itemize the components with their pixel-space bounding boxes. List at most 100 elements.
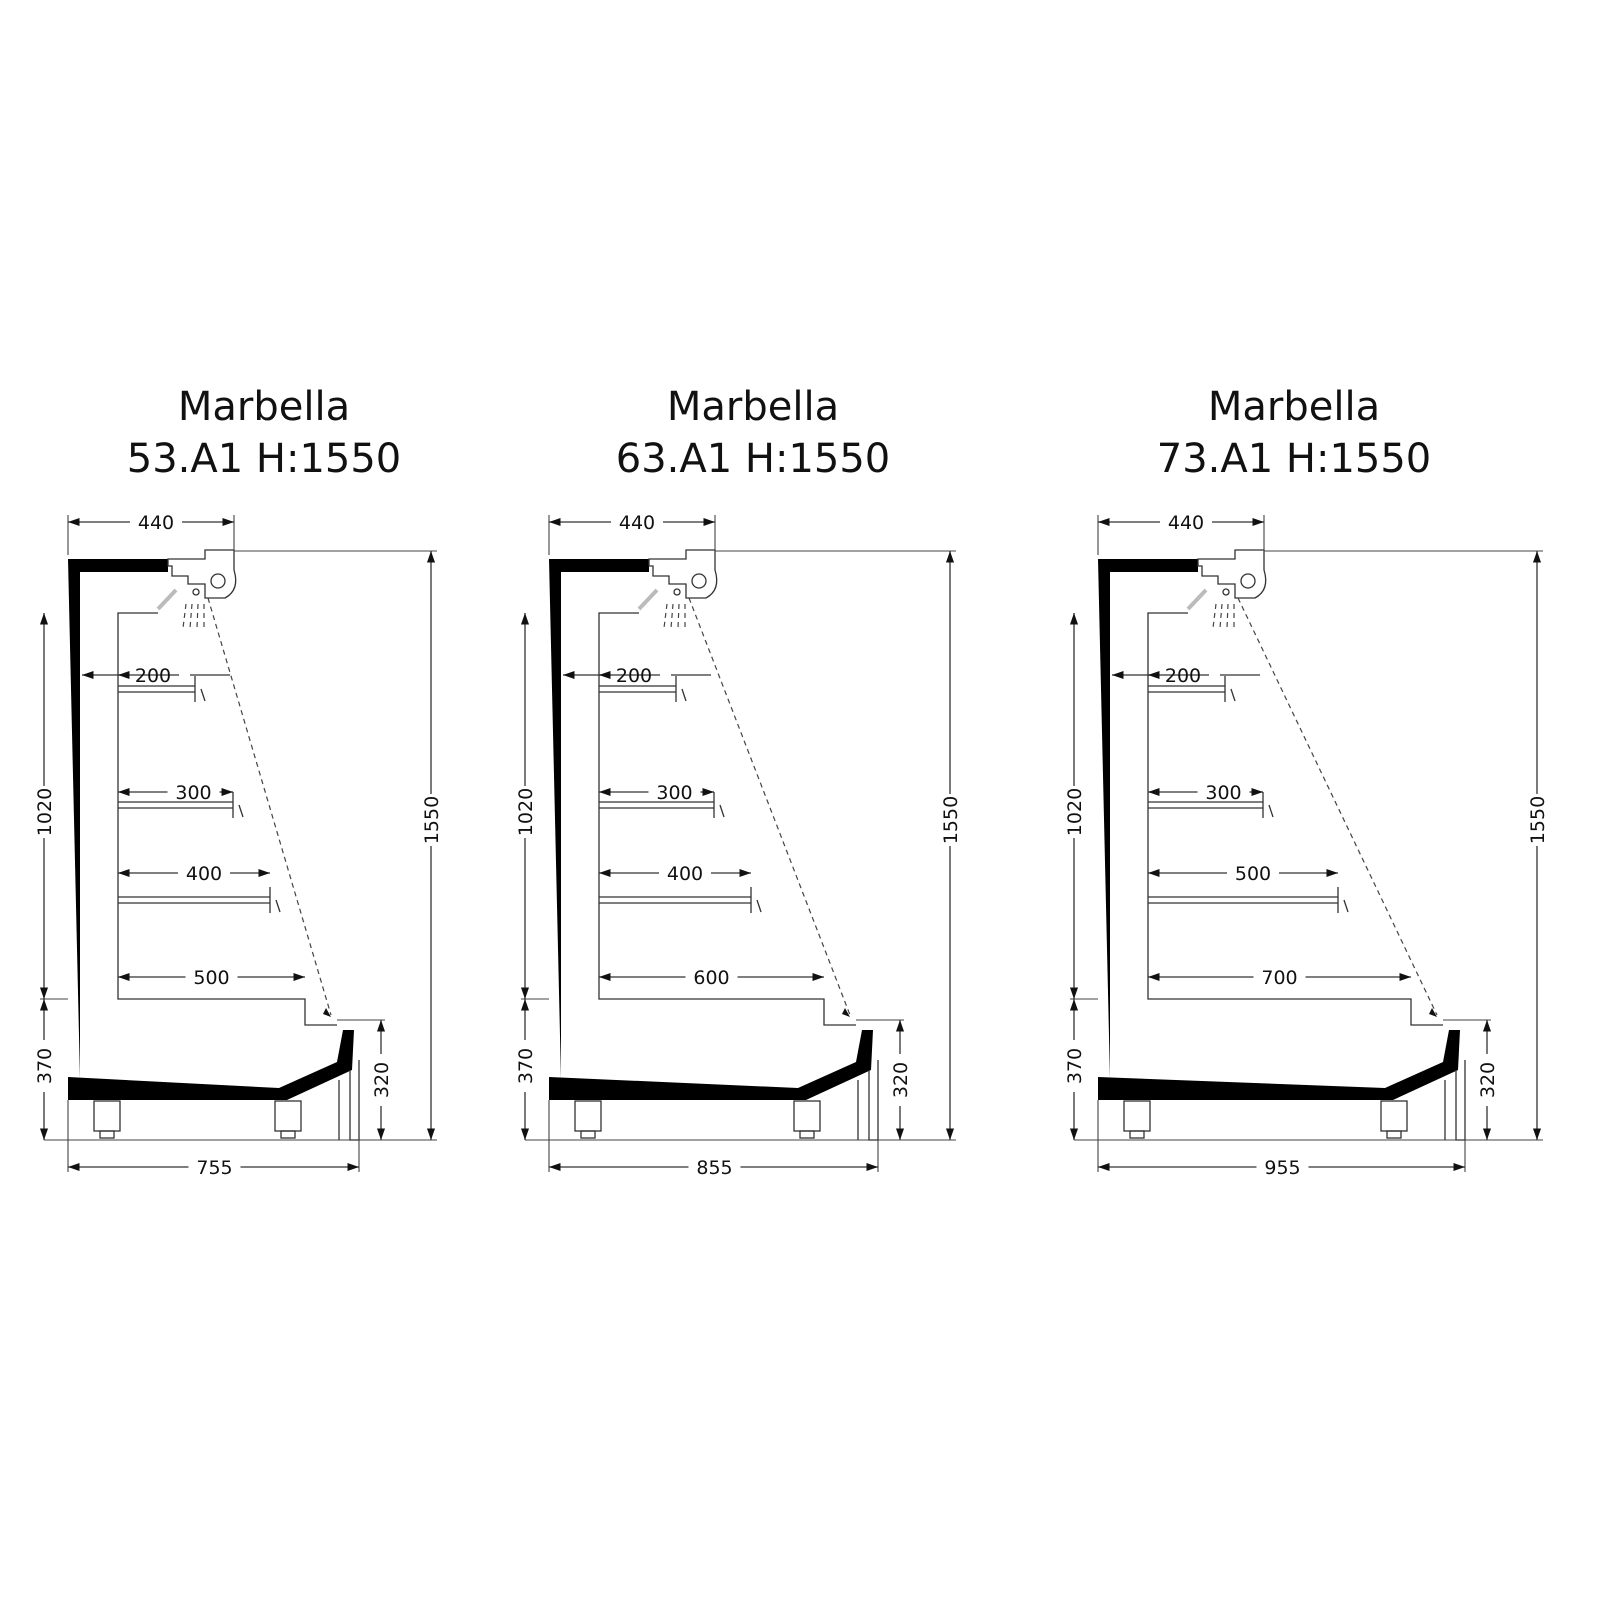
drawing-1: Marbella 53.A1 H:1550 200 300 400 500 440 1550 1…: [34, 384, 443, 1179]
dim-top-width-label: 440: [619, 512, 655, 534]
price-rail: [675, 676, 687, 702]
light-icon: [1222, 588, 1230, 596]
light-ray: [1219, 603, 1223, 629]
dim-shelf-2-label: 300: [175, 782, 211, 804]
price-rail: [194, 676, 206, 702]
price-rail: [1337, 887, 1349, 913]
canopy-unit: [648, 549, 718, 599]
dim-upper-height-label: 1020: [1064, 788, 1086, 836]
dim-lower-height-label: 370: [1064, 1048, 1086, 1084]
dim-front-height-label: 320: [1477, 1062, 1499, 1098]
dim-shelf-2-label: 300: [1205, 782, 1241, 804]
dim-shelf-4-label: 500: [193, 967, 229, 989]
back-wall: [549, 559, 649, 1079]
base-tub: [68, 1030, 354, 1100]
front-plinth: [857, 1060, 879, 1141]
light-icon: [673, 588, 681, 596]
dim-lower-height-label: 370: [515, 1048, 537, 1084]
air-curtain-line: [1237, 597, 1438, 1016]
price-rail: [750, 887, 762, 913]
lamp-beam: [637, 588, 659, 611]
price-rail: [232, 792, 244, 818]
base-tub: [1098, 1030, 1460, 1100]
drawing-title: Marbella: [1208, 384, 1380, 430]
drawing-3: Marbella 73.A1 H:1550 200 300 500 700 440 1550 1…: [1064, 384, 1549, 1179]
light-icon: [192, 588, 200, 596]
dim-total-depth-label: 955: [1264, 1157, 1300, 1179]
drawing-model: 73.A1 H:1550: [1157, 436, 1432, 482]
drawing-model: 53.A1 H:1550: [127, 436, 402, 482]
back-wall: [1098, 559, 1198, 1079]
foot-right-pad: [799, 1130, 815, 1139]
base-tub: [549, 1030, 873, 1100]
fan-icon: [1240, 573, 1256, 589]
dim-shelf-4-label: 700: [1261, 967, 1297, 989]
dim-front-height-label: 320: [890, 1062, 912, 1098]
front-plinth: [1444, 1060, 1466, 1141]
dim-total-height-label: 1550: [421, 796, 443, 844]
drawing-2: Marbella 63.A1 H:1550 200 300 400 600 440 1550 1…: [515, 384, 962, 1179]
lamp-beam: [1186, 588, 1208, 611]
fan-icon: [210, 573, 226, 589]
light-ray: [182, 603, 187, 629]
drawing-model: 63.A1 H:1550: [616, 436, 891, 482]
dim-shelf-1-label: 200: [135, 665, 171, 687]
foot-right-pad: [1386, 1130, 1402, 1139]
foot-left: [1123, 1100, 1151, 1132]
canopy-unit: [1197, 549, 1267, 599]
light-ray: [1226, 603, 1229, 629]
canopy-unit: [167, 549, 237, 599]
fan-icon: [691, 573, 707, 589]
dim-total-depth-label: 855: [696, 1157, 732, 1179]
dim-total-depth-label: 755: [196, 1157, 232, 1179]
back-wall: [68, 559, 168, 1079]
air-curtain-line: [207, 597, 332, 1016]
dim-total-height-label: 1550: [1527, 796, 1549, 844]
foot-left-pad: [99, 1130, 115, 1139]
price-rail: [269, 887, 281, 913]
dim-shelf-4-label: 600: [693, 967, 729, 989]
light-ray: [189, 603, 193, 629]
drawing-title: Marbella: [667, 384, 839, 430]
foot-right: [274, 1100, 302, 1132]
foot-left: [574, 1100, 602, 1132]
dim-shelf-3-label: 400: [667, 863, 703, 885]
foot-left-pad: [1129, 1130, 1145, 1139]
dim-total-height-label: 1550: [940, 796, 962, 844]
light-ray: [196, 603, 199, 629]
foot-left: [93, 1100, 121, 1132]
dim-shelf-2-label: 300: [656, 782, 692, 804]
light-ray: [1212, 603, 1217, 629]
price-rail: [713, 792, 725, 818]
inner-panel: [117, 612, 337, 1026]
air-curtain-arrow: [323, 1008, 331, 1017]
air-curtain-line: [688, 597, 851, 1016]
dim-shelf-3-label: 400: [186, 863, 222, 885]
dim-upper-height-label: 1020: [34, 788, 56, 836]
foot-right-pad: [280, 1130, 296, 1139]
dim-front-height-label: 320: [371, 1062, 393, 1098]
front-plinth: [338, 1060, 360, 1141]
lamp-beam: [156, 588, 178, 611]
inner-panel: [1147, 612, 1443, 1026]
foot-right: [793, 1100, 821, 1132]
dim-shelf-1-label: 200: [1165, 665, 1201, 687]
foot-left-pad: [580, 1130, 596, 1139]
dim-shelf-3-label: 500: [1235, 863, 1271, 885]
light-ray: [677, 603, 680, 629]
dim-upper-height-label: 1020: [515, 788, 537, 836]
price-rail: [1262, 792, 1274, 818]
dim-top-width-label: 440: [1168, 512, 1204, 534]
price-rail: [1224, 676, 1236, 702]
light-ray: [663, 603, 668, 629]
inner-panel: [598, 612, 856, 1026]
dim-top-width-label: 440: [138, 512, 174, 534]
dim-shelf-1-label: 200: [616, 665, 652, 687]
air-curtain-arrow: [842, 1008, 850, 1017]
air-curtain-arrow: [1429, 1008, 1437, 1017]
drawing-title: Marbella: [178, 384, 350, 430]
dim-lower-height-label: 370: [34, 1048, 56, 1084]
light-ray: [670, 603, 674, 629]
foot-right: [1380, 1100, 1408, 1132]
